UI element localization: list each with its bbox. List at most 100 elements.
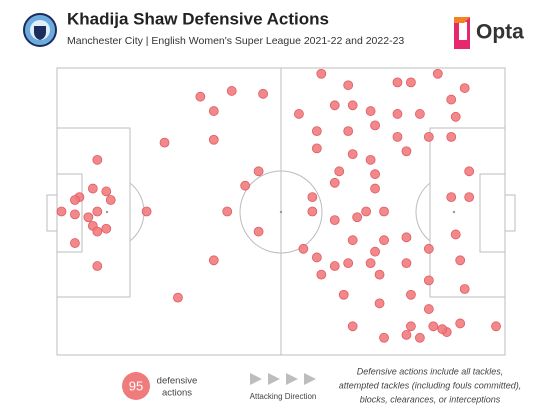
defensive-action xyxy=(374,298,385,309)
defensive-action xyxy=(101,223,112,234)
defensive-action xyxy=(365,106,376,116)
defensive-action xyxy=(92,154,103,165)
defensive-action xyxy=(401,146,412,157)
defensive-action xyxy=(361,206,372,217)
defensive-action xyxy=(92,226,103,237)
defensive-action xyxy=(253,226,264,237)
direction-label: Attacking Direction xyxy=(250,392,317,401)
defensive-action xyxy=(464,166,475,177)
defensive-action xyxy=(334,166,345,177)
defensive-action xyxy=(347,149,358,160)
defensive-action xyxy=(392,109,403,119)
defensive-action xyxy=(253,166,264,177)
defensive-action xyxy=(240,180,251,191)
direction-arrows xyxy=(250,373,316,385)
defensive-action xyxy=(92,206,103,217)
defensive-action xyxy=(101,186,112,197)
defensive-action xyxy=(159,137,170,148)
defensive-action xyxy=(459,83,470,93)
defensive-action xyxy=(379,332,389,343)
defensive-action xyxy=(406,321,416,332)
defensive-action xyxy=(446,192,457,203)
defensive-action xyxy=(70,238,80,248)
defensive-action xyxy=(83,212,94,223)
defensive-action xyxy=(365,258,376,269)
defensive-action xyxy=(87,183,98,194)
defensive-action xyxy=(365,154,376,165)
defensive-action xyxy=(311,252,322,263)
defensive-action xyxy=(311,126,322,137)
defensive-action xyxy=(70,195,80,205)
chart-title: Khadija Shaw Defensive Actions xyxy=(67,9,329,28)
defensive-action xyxy=(401,258,412,269)
defensive-action xyxy=(446,94,457,105)
defensive-action xyxy=(329,261,340,271)
defensive-action xyxy=(105,195,116,205)
defensive-action xyxy=(455,318,466,329)
defensive-action xyxy=(343,80,354,91)
defensive-action xyxy=(141,206,152,217)
defensive-action xyxy=(173,292,183,303)
defensive-action xyxy=(56,206,67,217)
defensive-action xyxy=(428,321,439,332)
defensive-action xyxy=(432,68,443,79)
defensive-action xyxy=(195,91,206,102)
defensive-action xyxy=(258,88,268,99)
defensive-action xyxy=(329,177,340,188)
defensive-action xyxy=(437,324,448,335)
chart-subtitle: Manchester City | English Women's Super … xyxy=(67,35,404,47)
defensive-action xyxy=(226,86,237,96)
defensive-action xyxy=(446,131,457,142)
defensive-action xyxy=(316,269,327,280)
defensive-action xyxy=(401,232,412,243)
defensive-action xyxy=(370,246,380,257)
defensive-action xyxy=(414,332,425,343)
note: attempted tackles (including fouls commi… xyxy=(339,380,522,390)
defensive-action xyxy=(414,109,425,119)
count-label: actions xyxy=(162,388,192,399)
defensive-action xyxy=(423,131,434,142)
defensive-action xyxy=(307,206,318,217)
defensive-action xyxy=(450,111,461,122)
defensive-action xyxy=(423,275,434,286)
note: blocks, clearances, or interceptions xyxy=(360,394,501,404)
defensive-action xyxy=(338,289,349,300)
defensive-action xyxy=(401,330,412,340)
defensive-action xyxy=(343,126,354,137)
note: Defensive actions include all tackles, xyxy=(357,366,504,376)
count-value: 95 xyxy=(129,378,143,393)
defensive-action xyxy=(329,215,340,226)
defensive-action xyxy=(379,235,389,246)
defensive-action xyxy=(423,243,434,254)
defensive-action xyxy=(392,77,403,88)
defensive-action xyxy=(294,109,304,119)
defensive-action xyxy=(352,212,363,223)
defensive-action xyxy=(450,229,461,240)
defensive-action xyxy=(347,321,358,332)
defensive-action xyxy=(464,192,475,203)
defensive-action xyxy=(370,183,380,194)
defensive-action xyxy=(406,289,416,300)
defensive-action xyxy=(343,258,354,269)
defensive-action xyxy=(423,304,434,314)
defensive-action xyxy=(379,206,389,217)
defensive-action xyxy=(311,143,322,154)
defensive-action xyxy=(370,169,380,180)
defensive-action xyxy=(347,235,358,246)
pitch xyxy=(46,67,516,356)
defensive-action xyxy=(70,209,80,220)
defensive-action xyxy=(208,255,219,266)
defensive-action xyxy=(392,131,403,142)
count-label: defensive xyxy=(157,376,198,387)
defensive-action xyxy=(459,284,470,294)
defensive-action xyxy=(374,269,385,280)
defensive-action xyxy=(491,321,501,332)
defensive-action xyxy=(455,255,466,266)
defensive-action xyxy=(316,68,327,79)
count-badge xyxy=(122,372,150,400)
defensive-action xyxy=(347,100,358,111)
brand-name: Opta xyxy=(476,21,524,44)
defensive-action xyxy=(370,120,380,131)
defensive-action xyxy=(298,243,309,254)
